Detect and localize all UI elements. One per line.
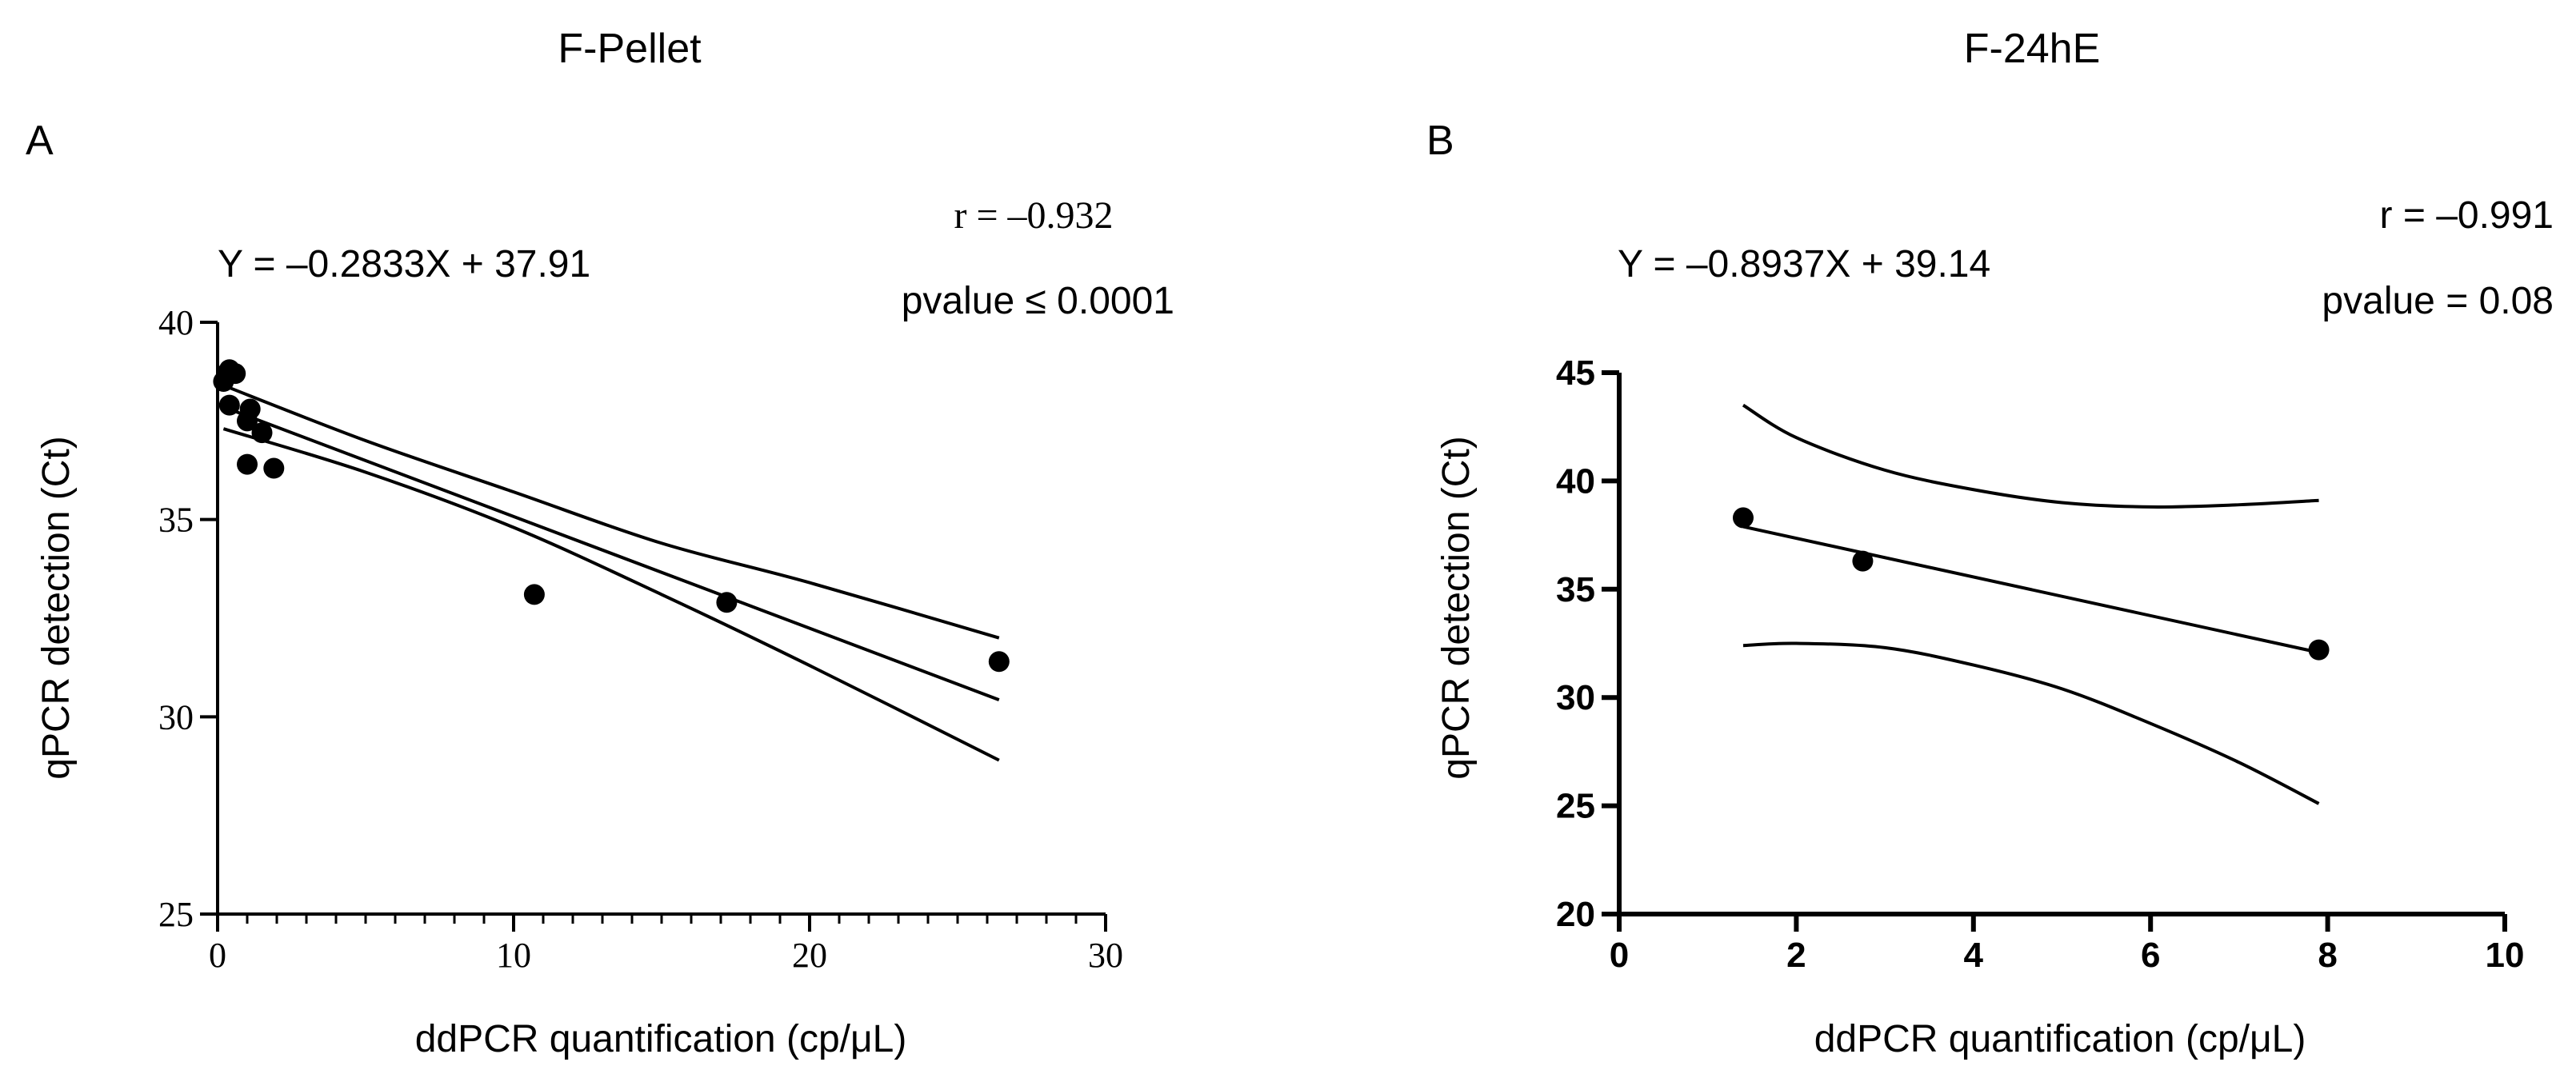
panel-a-data-point — [239, 398, 261, 420]
panel-a-y-tick-label: 30 — [158, 697, 194, 737]
panel-b-y-tick-label: 45 — [1556, 353, 1595, 393]
panel-a-data-point — [716, 592, 738, 613]
panel-a-p-value: pvalue ≤ 0.0001 — [902, 280, 1174, 322]
panel-a-regression — [222, 384, 1000, 762]
panel-b-regression — [1742, 403, 2320, 805]
panel-a-r-value: r = –0.932 — [954, 194, 1113, 237]
panel-b-r-value: r = –0.991 — [2380, 194, 2554, 237]
panel-a-fit-line — [222, 405, 1000, 701]
panel-a-data-point — [523, 584, 545, 605]
panel-a-data-point — [988, 651, 1010, 673]
panel-a-x-tick-label: 0 — [209, 936, 226, 975]
panel-b-y-tick-label: 20 — [1556, 895, 1595, 934]
panel-a: F-Pellet A Y = –0.2833X + 37.91 r = –0.9… — [26, 26, 1174, 1060]
panel-a-y-axis-label: qPCR detection (Ct) — [35, 436, 78, 780]
panel-a-equation: Y = –0.2833X + 37.91 — [218, 243, 590, 285]
panel-b: F-24hE B Y = –0.8937X + 39.14 r = –0.991… — [1426, 26, 2554, 1060]
panel-a-data-point — [263, 457, 285, 479]
panel-b-y-tick-label: 30 — [1556, 678, 1595, 717]
panel-a-y-ticks: 25 30 35 40 — [158, 303, 218, 934]
panel-b-x-tick-label: 8 — [2318, 936, 2337, 975]
panel-b-p-value: pvalue = 0.08 — [2322, 280, 2554, 322]
panel-b-data-point — [1852, 550, 1874, 572]
panel-b-data-point — [2308, 639, 2330, 661]
panel-a-ci-upper — [222, 384, 1000, 640]
panel-b-x-tick-label: 0 — [1610, 936, 1629, 975]
panel-a-x-tick-label: 10 — [496, 936, 531, 975]
panel-b-data-point — [1732, 507, 1754, 529]
panel-b-x-tick-label: 6 — [2141, 936, 2160, 975]
panel-b-x-ticks: 0 2 4 6 8 10 — [1610, 914, 2525, 975]
panel-a-x-tick-label: 30 — [1088, 936, 1123, 975]
panel-a-label: A — [26, 118, 54, 164]
panel-b-label: B — [1426, 118, 1454, 164]
panel-b-equation: Y = –0.8937X + 39.14 — [1618, 243, 1990, 285]
panel-b-x-tick-label: 4 — [1964, 936, 1984, 975]
panel-b-y-tick-label: 40 — [1556, 461, 1595, 501]
panel-b-x-tick-label: 2 — [1786, 936, 1806, 975]
panel-a-data-point — [251, 422, 273, 444]
panel-a-data-point — [218, 394, 240, 416]
panel-b-y-tick-label: 25 — [1556, 787, 1595, 826]
panel-a-x-tick-label: 20 — [792, 936, 827, 975]
panel-a-data-point — [225, 363, 246, 385]
panel-a-x-axis-label: ddPCR quantification (cp/μL) — [415, 1018, 907, 1060]
panel-b-x-axis-label: ddPCR quantification (cp/μL) — [1814, 1018, 2306, 1060]
panel-b-y-ticks: 20 25 30 35 40 45 — [1556, 353, 1619, 934]
panel-b-ci-lower — [1742, 641, 2320, 805]
panel-b-y-axis-label: qPCR detection (Ct) — [1435, 436, 1478, 780]
panel-b-y-tick-label: 35 — [1556, 570, 1595, 609]
panel-a-data-point — [237, 453, 258, 475]
panel-a-y-tick-label: 25 — [158, 895, 194, 934]
panel-a-data-points — [213, 359, 1010, 673]
panel-a-x-ticks: 0 10 20 30 — [209, 914, 1123, 975]
panel-b-fit-line — [1742, 525, 2319, 654]
panel-b-data-points — [1732, 507, 2330, 661]
panel-b-ci-upper — [1742, 403, 2319, 509]
panel-b-x-tick-label: 10 — [2486, 936, 2525, 975]
panel-a-ci-lower — [222, 427, 1000, 762]
panel-a-y-tick-label: 35 — [158, 501, 194, 540]
panel-a-title: F-Pellet — [558, 26, 702, 72]
panel-b-title: F-24hE — [1964, 26, 2101, 72]
panel-a-y-tick-label: 40 — [158, 303, 194, 342]
